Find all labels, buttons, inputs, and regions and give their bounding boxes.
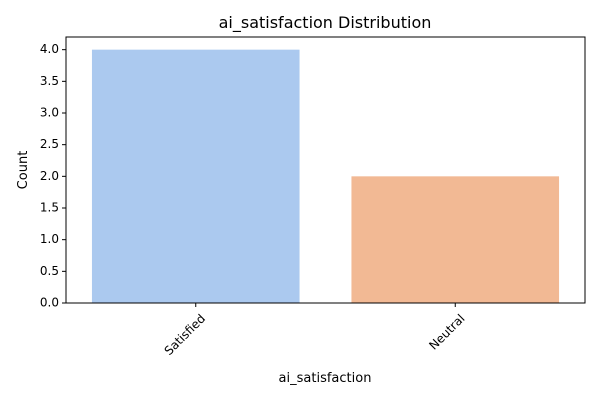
y-tick-label: 0.0 <box>40 296 59 310</box>
plot-frame <box>65 36 586 304</box>
x-tick-label: Neutral <box>426 311 467 352</box>
x-axis-ticks: Satisfied Neutral <box>162 303 468 358</box>
y-tick-label: 1.0 <box>40 232 59 246</box>
y-tick-label: 1.5 <box>40 201 59 215</box>
bar-neutral <box>351 176 560 303</box>
bar-satisfied <box>91 49 300 303</box>
y-tick-label: 2.0 <box>40 169 59 183</box>
bars-layer <box>91 49 560 303</box>
y-tick-label: 0.5 <box>40 264 59 278</box>
x-tick-label: Satisfied <box>162 311 209 358</box>
y-tick-label: 3.5 <box>40 74 59 88</box>
chart-title: ai_satisfaction Distribution <box>219 13 432 33</box>
y-tick-label: 2.5 <box>40 137 59 151</box>
y-tick-label: 4.0 <box>40 42 59 56</box>
y-tick-label: 3.0 <box>40 106 59 120</box>
y-axis-label: Count <box>16 151 31 190</box>
y-axis-ticks: 0.0 0.5 1.0 1.5 2.0 2.5 3.0 3.5 4.0 <box>40 42 66 310</box>
x-axis-label: ai_satisfaction <box>279 371 372 386</box>
